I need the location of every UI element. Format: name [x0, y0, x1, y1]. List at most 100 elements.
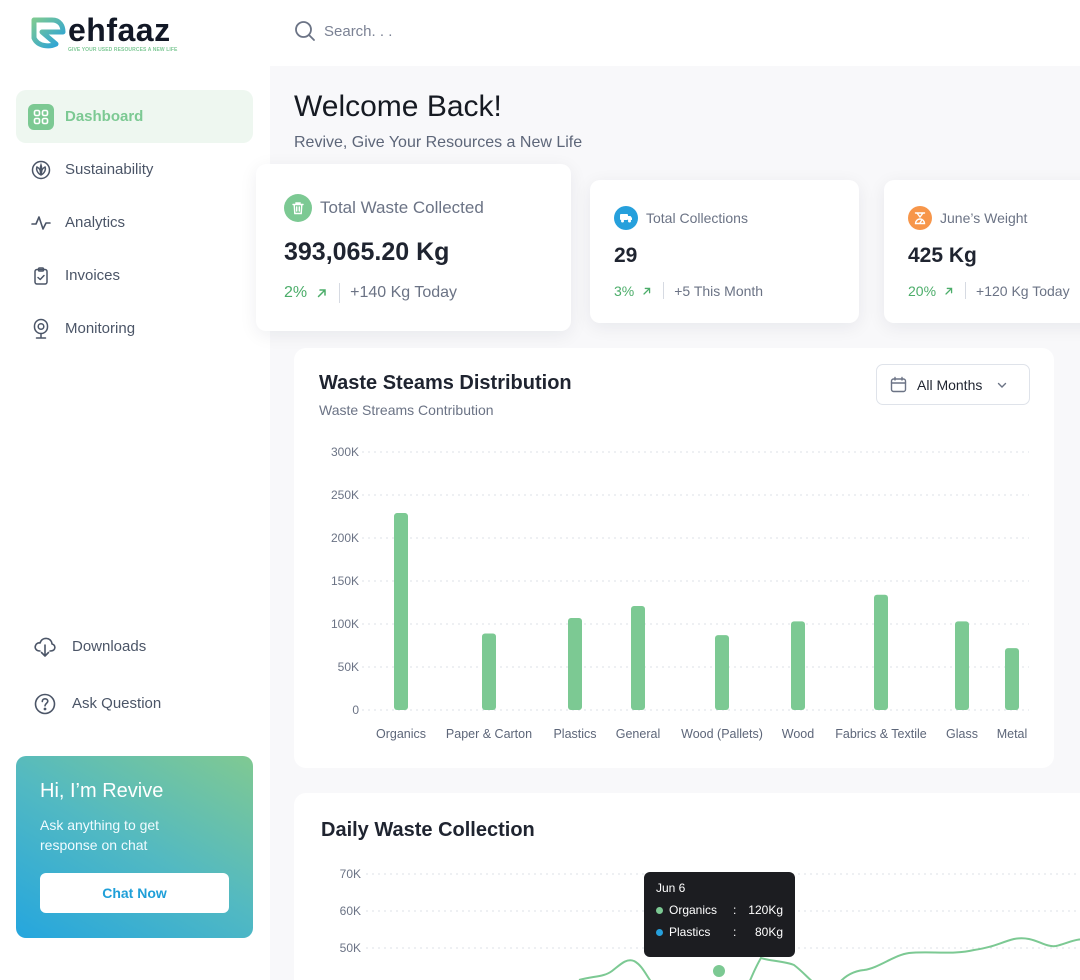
organics-line: [578, 937, 1080, 980]
chat-now-button[interactable]: Chat Now: [40, 873, 229, 913]
page-title: Welcome Back!: [294, 90, 502, 123]
scale-icon: [908, 206, 932, 230]
bar[interactable]: [482, 633, 496, 710]
sidebar-item-label: Monitoring: [65, 320, 136, 337]
y-tick-label: 250K: [331, 488, 359, 502]
stat-card-total-waste[interactable]: Total Waste Collected 393,065.20 Kg 2% +…: [256, 164, 571, 331]
leaf-icon: [28, 157, 54, 183]
waste-distribution-panel: 0 50K 100K 150K 200K 250K 300K Organics Paper & …: [294, 348, 1054, 768]
y-tick-label: 50K: [340, 941, 361, 955]
camera-icon: [28, 316, 54, 342]
x-tick-label: Paper & Carton: [446, 727, 532, 741]
brand-name: ehfaaz: [68, 12, 171, 48]
search-input[interactable]: [324, 22, 524, 40]
chevron-down-icon: [998, 382, 1007, 388]
organics-dot-icon: [656, 906, 663, 914]
clipboard-check-icon: [28, 263, 54, 289]
x-tick-label: General: [616, 727, 660, 741]
x-tick-label: Plastics: [553, 727, 596, 741]
arrow-up-right-icon: [643, 287, 651, 295]
truck-icon: [614, 206, 638, 230]
sidebar-item-ask-question[interactable]: Ask Question: [16, 675, 253, 732]
bar[interactable]: [715, 635, 729, 710]
tooltip-separator: :: [733, 903, 737, 917]
pulse-icon: [28, 210, 54, 236]
stat-title: June’s Weight: [940, 210, 1028, 226]
stat-change-percent: 2%: [284, 284, 308, 301]
stat-value: 393,065.20 Kg: [284, 238, 450, 266]
y-tick-label: 70K: [340, 867, 361, 881]
waste-distribution-bar-chart[interactable]: 0 50K 100K 150K 200K 250K 300K Organics Paper & …: [294, 348, 1054, 768]
sidebar-item-monitoring[interactable]: Monitoring: [16, 302, 253, 355]
sidebar-item-label: Dashboard: [65, 108, 144, 125]
stat-card-junes-weight[interactable]: June’s Weight 425 Kg 20% +120 Kg Today: [884, 180, 1080, 323]
revive-chat-promo: Hi, I’m Revive Ask anything to get respo…: [16, 756, 253, 938]
sidebar-item-sustainability[interactable]: Sustainability: [16, 143, 253, 196]
search-box: [294, 20, 524, 42]
cloud-download-icon: [32, 634, 58, 660]
sidebar-item-downloads[interactable]: Downloads: [16, 618, 253, 675]
stat-note: +140 Kg Today: [350, 284, 458, 301]
sidebar-item-invoices[interactable]: Invoices: [16, 249, 253, 302]
arrow-up-right-icon: [317, 289, 326, 298]
x-tick-label: Organics: [376, 727, 426, 741]
stat-note: +5 This Month: [674, 282, 764, 299]
panel-title: Waste Steams Distribution: [319, 372, 572, 394]
stat-title: Total Waste Collected: [320, 198, 484, 217]
y-tick-label: 100K: [331, 617, 359, 631]
sidebar-bottom-nav: Downloads Ask Question: [16, 618, 253, 732]
sidebar-nav: Dashboard Sustainability Analytics Invoi…: [16, 90, 253, 355]
promo-title: Hi, I’m Revive: [40, 780, 164, 802]
bar[interactable]: [791, 621, 805, 710]
tooltip-separator: :: [733, 925, 737, 939]
bar[interactable]: [568, 617, 582, 710]
bar[interactable]: [1005, 648, 1019, 710]
tooltip-series-name: Organics: [669, 903, 718, 917]
search-icon: [295, 21, 315, 41]
grid-icon: [28, 103, 54, 130]
sidebar-item-label: Ask Question: [72, 695, 162, 712]
stat-value: 425 Kg: [908, 244, 977, 267]
tooltip-row: Organics : 120Kg: [656, 903, 783, 917]
x-tick-label: Metal: [997, 727, 1028, 741]
month-filter-dropdown[interactable]: All Months: [876, 364, 1030, 405]
sidebar-item-label: Invoices: [65, 267, 121, 284]
bar[interactable]: [631, 605, 645, 710]
plastics-dot-icon: [656, 928, 663, 936]
sidebar-item-dashboard[interactable]: Dashboard: [16, 90, 253, 143]
arrow-up-right-icon: [945, 287, 953, 295]
brand-tagline: GIVE YOUR USED RESOURCES A NEW LIFE: [68, 47, 178, 53]
bar[interactable]: [955, 621, 969, 710]
sidebar-item-label: Sustainability: [65, 161, 154, 178]
main-content: Welcome Back! Revive, Give Your Resource…: [256, 66, 1080, 980]
daily-waste-line-chart[interactable]: 50K 60K 70K: [294, 793, 1080, 980]
page-subtitle: Revive, Give Your Resources a New Life: [294, 134, 583, 151]
logo-mark-icon: [31, 17, 66, 49]
y-tick-label: 0: [352, 703, 359, 717]
y-tick-label: 200K: [331, 531, 359, 545]
topbar: [270, 0, 1080, 66]
divider: [663, 282, 665, 299]
sidebar-item-label: Downloads: [72, 638, 147, 655]
stat-change-percent: 3%: [614, 282, 635, 299]
trash-icon: [284, 194, 312, 222]
x-tick-label: Wood (Pallets): [681, 727, 763, 741]
tooltip-value: 80Kg: [754, 925, 783, 939]
tooltip-value: 120Kg: [748, 903, 783, 917]
tooltip-series-name: Plastics: [669, 925, 711, 939]
stat-card-total-collections[interactable]: Total Collections 29 3% +5 This Month: [590, 180, 859, 323]
stat-change-percent: 20%: [908, 282, 937, 299]
x-tick-label: Glass: [946, 727, 978, 741]
brand-logo[interactable]: ehfaaz GIVE YOUR USED RESOURCES A NEW LI…: [30, 14, 177, 53]
promo-text: Ask anything to get response on chat: [40, 817, 160, 853]
question-circle-icon: [32, 691, 58, 717]
hover-point[interactable]: [713, 965, 725, 977]
divider: [965, 282, 967, 299]
bar[interactable]: [874, 594, 888, 710]
stat-value: 29: [614, 244, 638, 267]
sidebar-item-analytics[interactable]: Analytics: [16, 196, 253, 249]
y-tick-label: 300K: [331, 445, 359, 459]
bar[interactable]: [394, 513, 408, 710]
tooltip-row: Plastics : 80Kg: [656, 925, 783, 939]
sidebar: ehfaaz GIVE YOUR USED RESOURCES A NEW LI…: [0, 0, 270, 980]
